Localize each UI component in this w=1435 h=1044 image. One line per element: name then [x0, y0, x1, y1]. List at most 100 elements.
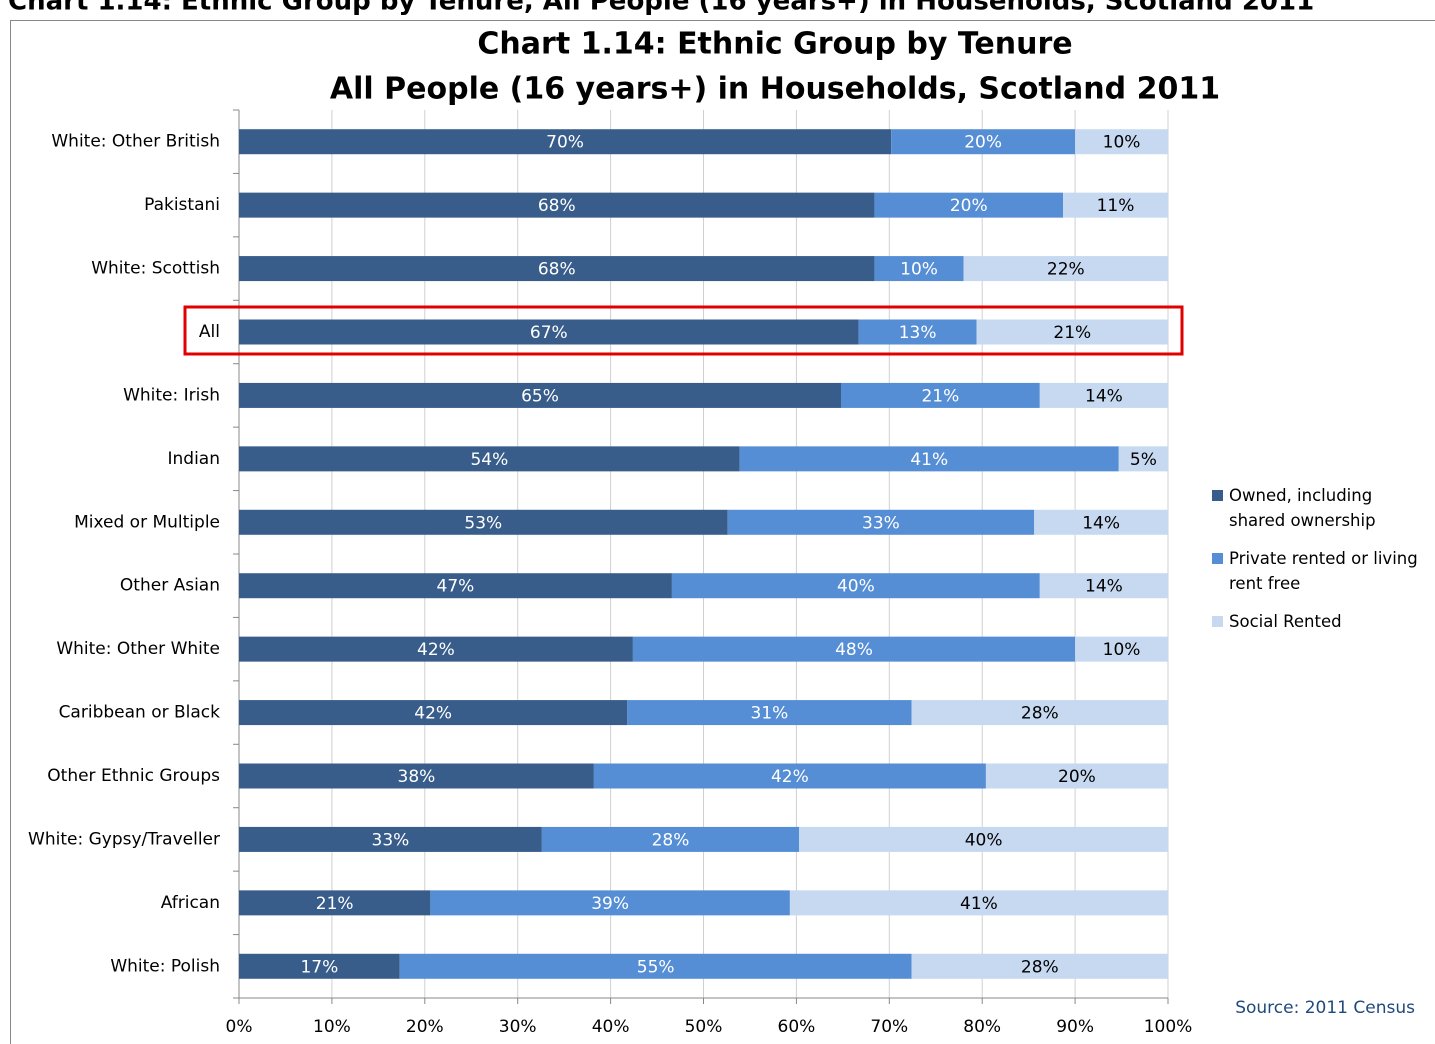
x-tick-label: 10% [313, 1017, 351, 1037]
data-label: 22% [1047, 260, 1085, 280]
bar-segment [911, 953, 1168, 979]
bar-segment [239, 509, 728, 535]
bar-segment [799, 826, 1168, 852]
bar-segment [874, 256, 964, 282]
y-tick-label: Indian [168, 449, 221, 469]
x-tick-label: 70% [870, 1017, 908, 1037]
legend-label: Owned, including shared ownership [1229, 486, 1376, 530]
legend-swatch [1212, 616, 1223, 627]
data-label: 39% [591, 894, 629, 914]
bar-segment [239, 192, 875, 218]
data-label: 55% [637, 957, 675, 977]
bar-segment [239, 700, 628, 726]
bar-segment [727, 509, 1035, 535]
legend-swatch [1212, 490, 1223, 501]
bar-segment [985, 763, 1168, 789]
bar-segment [976, 319, 1168, 345]
y-tick-label: White: Other British [51, 132, 220, 152]
bar-segment [671, 573, 1040, 599]
y-tick-label: All [199, 322, 220, 342]
data-label: 28% [1021, 957, 1059, 977]
data-label: 68% [538, 260, 576, 280]
data-label: 10% [1103, 640, 1141, 660]
data-label: 28% [1021, 704, 1059, 724]
data-label: 33% [862, 513, 900, 533]
data-label: 38% [398, 767, 436, 787]
y-tick-label: Other Asian [120, 576, 220, 596]
data-label: 54% [470, 450, 508, 470]
bar-segment [1063, 192, 1168, 218]
y-tick-label: White: Polish [110, 956, 220, 976]
legend-item: Private rented or living rent free [1212, 546, 1427, 596]
y-tick-label: Other Ethnic Groups [47, 766, 220, 786]
chart-subtitle: All People (16 years+) in Households, Sc… [330, 72, 1220, 107]
bar-segment [239, 319, 859, 345]
x-tick-label: 40% [592, 1017, 630, 1037]
bar-segment [874, 192, 1064, 218]
data-label: 28% [652, 830, 690, 850]
data-label: 17% [300, 957, 338, 977]
legend-swatch [1212, 553, 1223, 564]
x-tick-label: 80% [963, 1017, 1001, 1037]
bar-segment [1034, 509, 1168, 535]
bar-segment [627, 700, 912, 726]
bar-segment [739, 446, 1119, 472]
source-note: Source: 2011 Census [1235, 998, 1415, 1018]
x-tick-label: 0% [226, 1017, 253, 1037]
y-tick-label: White: Gypsy/Traveller [28, 829, 220, 849]
y-tick-label: Caribbean or Black [59, 703, 221, 723]
data-label: 42% [417, 640, 455, 660]
highlight-box [183, 305, 1184, 356]
y-tick-label: White: Other White [56, 639, 220, 659]
data-label: 20% [950, 196, 988, 216]
legend-item: Social Rented [1212, 609, 1427, 634]
data-label: 10% [900, 260, 938, 280]
grid [233, 109, 1169, 1004]
bar-segment [632, 636, 1076, 662]
data-label: 31% [751, 704, 789, 724]
bar-segment [239, 953, 400, 979]
y-tick-label: African [161, 893, 220, 913]
bar-segment [911, 700, 1168, 726]
page-heading: Chart 1.14: Ethnic Group by Tenure, All … [8, 0, 1314, 17]
legend-label: Private rented or living rent free [1229, 549, 1418, 593]
bar-segment [541, 826, 800, 852]
data-label: 40% [837, 577, 875, 597]
y-tick-label: White: Irish [123, 385, 220, 405]
data-label: 41% [910, 450, 948, 470]
bar-segment [891, 129, 1076, 155]
y-tick-label: Mixed or Multiple [74, 512, 220, 532]
data-label: 14% [1085, 386, 1123, 406]
bar-segment [430, 890, 790, 916]
bar-segment [840, 382, 1040, 408]
data-label: 68% [538, 196, 576, 216]
data-label: 20% [964, 133, 1002, 153]
data-label: 21% [921, 386, 959, 406]
bar-segment [1118, 446, 1168, 472]
bar-segment [239, 256, 875, 282]
data-label: 14% [1082, 513, 1120, 533]
legend-label: Social Rented [1229, 612, 1342, 631]
bar-segment [1075, 636, 1168, 662]
data-label: 67% [530, 323, 568, 343]
bar-segment [239, 382, 841, 408]
data-label: 70% [546, 133, 584, 153]
data-label: 53% [464, 513, 502, 533]
bar-segment [789, 890, 1168, 916]
data-label: 13% [899, 323, 937, 343]
bar-segment [239, 826, 542, 852]
chart-frame [10, 20, 1435, 1044]
bar-segment [239, 573, 672, 599]
bar-segment [239, 636, 633, 662]
bar-segment [593, 763, 986, 789]
data-label: 33% [372, 830, 410, 850]
y-tick-label: White: Scottish [91, 259, 220, 279]
data-label: 5% [1130, 450, 1157, 470]
bar-segment [858, 319, 977, 345]
bar-segment [239, 129, 892, 155]
data-label: 42% [414, 704, 452, 724]
chart-title: Chart 1.14: Ethnic Group by Tenure [477, 27, 1072, 62]
data-label: 14% [1085, 577, 1123, 597]
